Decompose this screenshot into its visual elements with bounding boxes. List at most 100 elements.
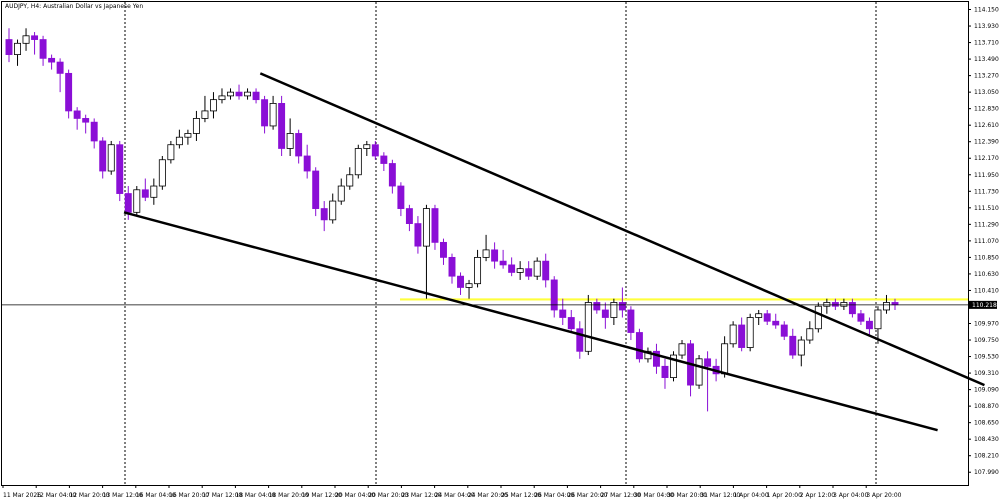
candle-bullish bbox=[797, 339, 805, 356]
candle-bearish bbox=[73, 110, 81, 119]
candle-bullish bbox=[422, 208, 430, 247]
candle-bearish bbox=[491, 249, 499, 262]
candle-bullish bbox=[874, 309, 882, 330]
x-tick-label: 24 Mar 20:00 bbox=[468, 492, 508, 499]
candle-bearish bbox=[567, 317, 575, 330]
candle-bearish bbox=[431, 208, 439, 243]
candle-bearish bbox=[576, 328, 584, 352]
candle-bearish bbox=[90, 121, 98, 142]
candle-bullish bbox=[721, 343, 729, 375]
candle-bullish bbox=[158, 159, 166, 187]
y-tick-label: 109.530 bbox=[974, 354, 999, 361]
candle-bearish bbox=[891, 302, 899, 306]
candle-bullish bbox=[209, 99, 217, 112]
y-tick-label: 109.750 bbox=[974, 337, 999, 344]
x-tick-label: 3 Apr 20:00 bbox=[866, 492, 901, 499]
y-tick-label: 108.650 bbox=[974, 420, 999, 427]
y-tick-label: 110.630 bbox=[974, 271, 999, 278]
y-tick-label: 108.210 bbox=[974, 453, 999, 460]
candle-bearish bbox=[56, 61, 64, 74]
x-tick-label: 12 Mar 20:00 bbox=[69, 492, 109, 499]
candle-bearish bbox=[124, 193, 132, 213]
candle-bullish bbox=[22, 35, 30, 44]
price-axis: 114.150 113.930 113.710 113.490 113.270 113.0… bbox=[2, 7, 999, 476]
y-tick-label: 110.850 bbox=[974, 254, 999, 261]
candle-bullish bbox=[175, 136, 183, 146]
candle-bullish bbox=[329, 200, 337, 221]
last-price-badge bbox=[969, 300, 997, 309]
candle-bearish bbox=[601, 309, 609, 318]
candle-bearish bbox=[278, 103, 286, 149]
candle-bearish bbox=[831, 302, 839, 307]
candle-bearish bbox=[371, 144, 379, 157]
candle-bearish bbox=[312, 170, 320, 209]
candle-bullish bbox=[184, 133, 192, 138]
y-tick-label: 109.310 bbox=[974, 370, 999, 377]
candle-bearish bbox=[65, 72, 73, 112]
y-tick-label: 112.610 bbox=[974, 122, 999, 129]
candle-bearish bbox=[39, 39, 47, 59]
chart-title: AUDJPY, H4: Australian Dollar vs Japanes… bbox=[5, 3, 143, 10]
x-tick-label: 25 Mar 12:00 bbox=[501, 492, 541, 499]
candle-bearish bbox=[865, 320, 873, 330]
candle-bullish bbox=[516, 268, 524, 273]
candle-bearish bbox=[405, 208, 413, 224]
x-tick-label: 13 Mar 12:00 bbox=[103, 492, 143, 499]
candle-bearish bbox=[31, 35, 39, 40]
y-tick-label: 113.050 bbox=[974, 89, 999, 96]
x-tick-label: 16 Mar 04:00 bbox=[136, 492, 176, 499]
candle-bearish bbox=[593, 302, 601, 311]
candle-bearish bbox=[252, 91, 260, 101]
candle-bearish bbox=[82, 118, 90, 123]
y-tick-label: 110.410 bbox=[974, 287, 999, 294]
candle-bearish bbox=[440, 241, 447, 258]
y-tick-label: 109.090 bbox=[974, 387, 999, 394]
candle-bearish bbox=[704, 358, 712, 367]
candle-bullish bbox=[201, 110, 209, 119]
candle-bearish bbox=[618, 302, 626, 311]
candle-bullish bbox=[670, 354, 677, 378]
y-tick-label: 108.430 bbox=[974, 436, 999, 443]
candle-bullish bbox=[883, 302, 890, 311]
candle-bearish bbox=[397, 185, 405, 209]
candle-bullish bbox=[14, 42, 21, 55]
y-tick-label: 112.170 bbox=[974, 155, 999, 162]
candle-bearish bbox=[627, 309, 635, 333]
x-tick-label: 16 Mar 20:00 bbox=[169, 492, 209, 499]
y-tick-label: 111.950 bbox=[974, 172, 999, 179]
candle-bearish bbox=[772, 320, 780, 326]
x-tick-label: 2 Apr 12:00 bbox=[800, 492, 835, 499]
candle-bearish bbox=[261, 99, 269, 127]
candle-bullish bbox=[167, 144, 175, 161]
x-tick-label: 12 Mar 04:00 bbox=[36, 492, 76, 499]
x-tick-label: 30 Mar 20:00 bbox=[667, 492, 707, 499]
candle-bearish bbox=[652, 350, 660, 367]
candle-bullish bbox=[465, 283, 473, 288]
candle-bearish bbox=[388, 163, 396, 187]
candle-bullish bbox=[482, 249, 490, 258]
candle-bearish bbox=[99, 140, 107, 172]
candle-bullish bbox=[729, 324, 737, 345]
candle-bullish bbox=[133, 189, 141, 213]
candle-bearish bbox=[48, 57, 56, 63]
x-tick-label: 1 Apr 04:00 bbox=[733, 492, 768, 499]
x-tick-label: 1 Apr 20:00 bbox=[767, 492, 802, 499]
y-tick-label: 108.870 bbox=[974, 403, 999, 410]
x-tick-label: 11 Mar 2026 bbox=[3, 492, 41, 499]
candle-bearish bbox=[848, 302, 856, 315]
x-tick-label: 30 Mar 04:00 bbox=[634, 492, 674, 499]
y-tick-label: 113.710 bbox=[974, 40, 999, 47]
candle-bearish bbox=[635, 332, 643, 360]
candle-bearish bbox=[295, 133, 303, 157]
candle-bullish bbox=[354, 148, 362, 176]
candle-bearish bbox=[457, 275, 464, 288]
candle-bearish bbox=[661, 365, 669, 378]
candle-bullish bbox=[610, 302, 618, 318]
y-tick-label: 113.930 bbox=[974, 23, 999, 30]
y-tick-label: 113.490 bbox=[974, 56, 999, 63]
candle-bullish bbox=[644, 350, 652, 360]
x-tick-label: 26 Mar 04:00 bbox=[534, 492, 574, 499]
y-tick-label: 112.390 bbox=[974, 139, 999, 146]
